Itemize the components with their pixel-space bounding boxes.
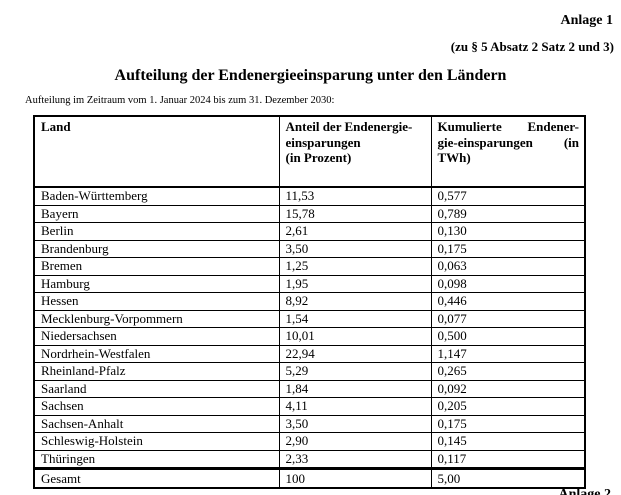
cell-land: Mecklenburg-Vorpommern [33,309,280,328]
column-header-anteil: Anteil der Endenergie- einsparungen (in … [278,115,432,188]
cell-anteil: 3,50 [278,414,432,433]
cell-kumuliert: 1,147 [430,344,586,363]
energy-savings-table: Land Anteil der Endenergie- einsparungen… [33,115,586,489]
cell-anteil: 2,90 [278,432,432,451]
table-row: Sachsen 4,11 0,205 [33,397,586,416]
table-row: Thüringen 2,33 0,117 [33,449,586,469]
table-row: Baden-Württemberg 11,53 0,577 [33,186,586,206]
cell-kumuliert: 0,265 [430,362,586,381]
cell-land: Schleswig-Holstein [33,432,280,451]
column-header-land: Land [33,115,280,188]
cell-kumuliert: 0,077 [430,309,586,328]
cell-land: Niedersachsen [33,327,280,346]
table-row: Sachsen-Anhalt 3,50 0,175 [33,414,586,433]
table-row: Bremen 1,25 0,063 [33,257,586,276]
cell-land: Sachsen-Anhalt [33,414,280,433]
cell-kumuliert: 0,577 [430,186,586,206]
cell-anteil: 10,01 [278,327,432,346]
table-row: Rheinland-Pfalz 5,29 0,265 [33,362,586,381]
cell-anteil: 1,54 [278,309,432,328]
cell-land: Nordrhein-Westfalen [33,344,280,363]
cell-kumuliert: 0,130 [430,222,586,241]
cell-land: Hamburg [33,274,280,293]
page-title: Aufteilung der Endenergieeinsparung unte… [114,67,507,84]
cell-anteil: 3,50 [278,239,432,258]
cell-land: Baden-Württemberg [33,186,280,206]
table-body: Baden-Württemberg 11,53 0,577 Bayern 15,… [33,186,586,469]
table-row: Hessen 8,92 0,446 [33,292,586,311]
cell-land: Saarland [33,379,280,398]
cell-kumuliert: 0,063 [430,257,586,276]
total-row: Gesamt 100 5,00 [33,467,586,489]
table-row: Niedersachsen 10,01 0,500 [33,327,586,346]
annex-reference: (zu § 5 Absatz 2 Satz 2 und 3) [450,39,614,54]
cell-kumuliert: 0,205 [430,397,586,416]
cell-kumuliert: 0,145 [430,432,586,451]
table-row: Nordrhein-Westfalen 22,94 1,147 [33,344,586,363]
cell-kumuliert: 0,098 [430,274,586,293]
cell-kumuliert: 0,175 [430,414,586,433]
total-cell-kumuliert: 5,00 [430,467,586,489]
table-row: Saarland 1,84 0,092 [33,379,586,398]
page-subtitle: Aufteilung im Zeitraum vom 1. Januar 202… [25,95,335,106]
table-header: Land Anteil der Endenergie- einsparungen… [33,115,586,188]
cell-anteil: 2,33 [278,449,432,469]
cell-anteil: 22,94 [278,344,432,363]
cell-land: Thüringen [33,449,280,469]
cell-kumuliert: 0,789 [430,204,586,223]
cell-land: Bremen [33,257,280,276]
cell-anteil: 5,29 [278,362,432,381]
cell-land: Bayern [33,204,280,223]
cell-kumuliert: 0,500 [430,327,586,346]
cell-land: Rheinland-Pfalz [33,362,280,381]
total-cell-anteil: 100 [278,467,432,489]
table-row: Bayern 15,78 0,789 [33,204,586,223]
cell-kumuliert: 0,092 [430,379,586,398]
table-row: Berlin 2,61 0,130 [33,222,586,241]
table-row: Brandenburg 3,50 0,175 [33,239,586,258]
cell-kumuliert: 0,117 [430,449,586,469]
cell-land: Hessen [33,292,280,311]
cell-anteil: 11,53 [278,186,432,206]
cell-kumuliert: 0,446 [430,292,586,311]
table-footer: Gesamt 100 5,00 [33,467,586,489]
table-header-row: Land Anteil der Endenergie- einsparungen… [33,115,586,188]
cell-anteil: 15,78 [278,204,432,223]
cell-anteil: 8,92 [278,292,432,311]
cell-anteil: 1,84 [278,379,432,398]
total-cell-land: Gesamt [33,467,280,489]
table-row: Schleswig-Holstein 2,90 0,145 [33,432,586,451]
annex-label: Anlage 1 [560,13,614,28]
cell-anteil: 1,95 [278,274,432,293]
column-header-kumuliert: Kumulierte Endener- gie-einsparungen (in… [430,115,586,188]
cell-land: Sachsen [33,397,280,416]
cell-anteil: 2,61 [278,222,432,241]
cell-land: Berlin [33,222,280,241]
table-row: Hamburg 1,95 0,098 [33,274,586,293]
cell-anteil: 4,11 [278,397,432,416]
next-annex-label-cutoff: Anlage 2 [558,487,612,495]
cell-kumuliert: 0,175 [430,239,586,258]
cell-anteil: 1,25 [278,257,432,276]
cell-land: Brandenburg [33,239,280,258]
table-row: Mecklenburg-Vorpommern 1,54 0,077 [33,309,586,328]
